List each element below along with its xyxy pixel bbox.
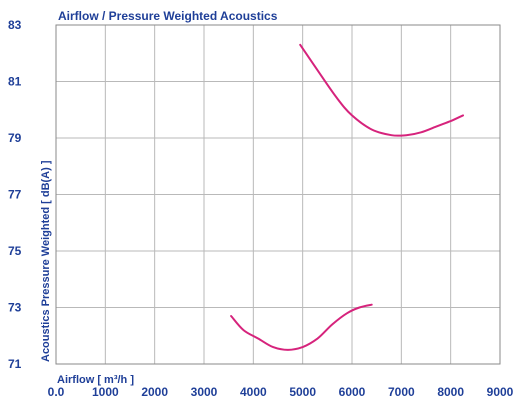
plot-frame bbox=[55, 24, 501, 365]
x-tick-label: 8000 bbox=[437, 385, 464, 399]
series-line bbox=[299, 43, 464, 137]
x-tick-label: 6000 bbox=[339, 385, 366, 399]
x-axis-label: Airflow [ m³/h ] bbox=[57, 374, 134, 386]
grid-lines bbox=[55, 24, 501, 365]
x-tick-label: 9000 bbox=[487, 385, 514, 399]
x-tick-label: 3000 bbox=[191, 385, 218, 399]
x-tick-label: 7000 bbox=[388, 385, 415, 399]
x-tick-label: 4000 bbox=[240, 385, 267, 399]
y-tick-label: 77 bbox=[8, 188, 22, 202]
y-tick-label: 79 bbox=[8, 131, 22, 145]
y-tick-label: 75 bbox=[8, 244, 22, 258]
series-lines bbox=[230, 43, 464, 351]
chart-title: Airflow / Pressure Weighted Acoustics bbox=[58, 9, 278, 23]
y-tick-labels: 71 73 75 77 79 81 83 bbox=[8, 18, 22, 371]
x-tick-label: 1000 bbox=[92, 385, 119, 399]
x-tick-labels: 0.0 1000 2000 3000 4000 5000 6000 7000 8000 9000 bbox=[48, 385, 514, 399]
y-axis-label: Acoustics Pressure Weighted [ dB(A) ] bbox=[40, 160, 52, 362]
x-tick-label: 2000 bbox=[141, 385, 168, 399]
x-tick-label: 5000 bbox=[289, 385, 316, 399]
y-tick-label: 73 bbox=[8, 301, 22, 315]
y-tick-label: 71 bbox=[8, 357, 22, 371]
y-tick-label: 83 bbox=[8, 18, 22, 32]
x-tick-label: 0.0 bbox=[48, 385, 65, 399]
series-line bbox=[230, 303, 373, 351]
y-tick-label: 81 bbox=[8, 75, 22, 89]
